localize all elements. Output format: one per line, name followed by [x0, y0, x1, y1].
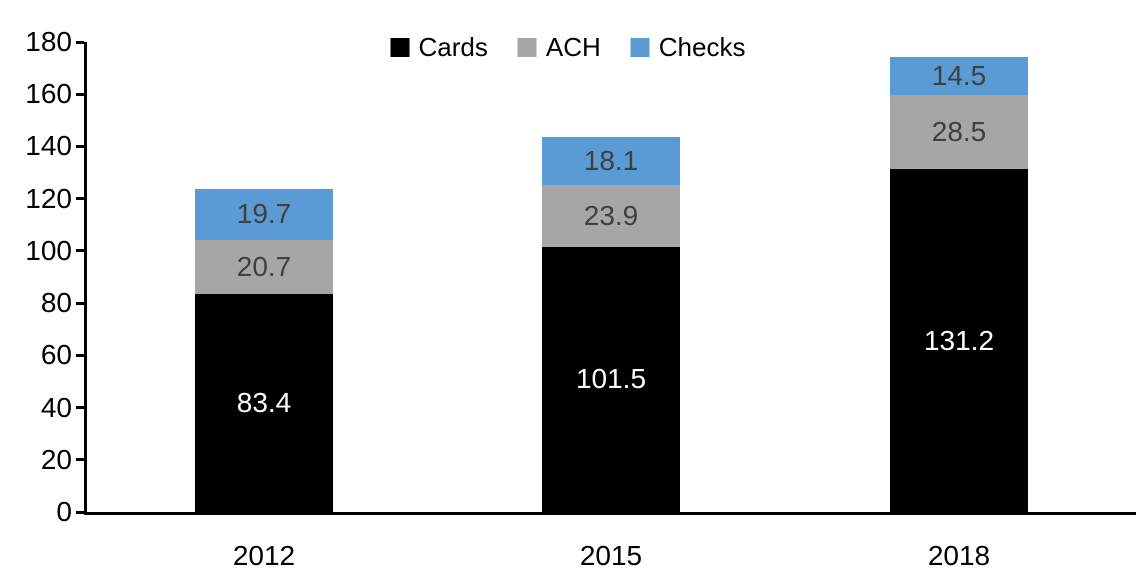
y-axis-tick-label: 120	[25, 182, 72, 214]
y-axis-tick	[76, 510, 84, 514]
bar-segment-value: 23.9	[583, 199, 639, 231]
bar-segment-value: 20.7	[236, 251, 292, 283]
legend-label: ACH	[545, 32, 601, 62]
y-axis-tick	[76, 249, 84, 253]
y-axis-tick-label: 20	[40, 443, 72, 475]
bar-segment-value: 131.2	[923, 324, 995, 356]
x-axis-category-label: 2018	[927, 540, 991, 571]
y-axis-tick	[76, 301, 84, 305]
bar-segment-ach-2012: 20.7	[195, 240, 333, 295]
legend-label: Cards	[418, 32, 488, 62]
y-axis-tick-label: 40	[40, 391, 72, 423]
chart-legend: Cards ACH Checks	[390, 32, 746, 62]
x-axis-line	[84, 512, 1136, 515]
bar-segment-ach-2018: 28.5	[890, 95, 1028, 170]
bar-segment-value: 101.5	[575, 363, 647, 395]
y-axis-tick	[76, 40, 84, 44]
y-axis-tick	[76, 92, 84, 96]
legend-swatch-icon	[517, 37, 537, 57]
y-axis-tick-label: 140	[25, 130, 72, 162]
legend-item-checks: Checks	[630, 32, 746, 62]
y-axis-tick-label: 60	[40, 339, 72, 371]
bar-segment-value: 14.5	[931, 60, 987, 92]
legend-item-cards: Cards	[390, 32, 488, 62]
bar-segment-value: 83.4	[236, 387, 292, 419]
bar-segment-ach-2015: 23.9	[542, 184, 680, 247]
legend-label: Checks	[658, 32, 746, 62]
y-axis-tick-label: 80	[40, 287, 72, 319]
y-axis-line	[84, 42, 87, 515]
bar-segment-value: 18.1	[583, 144, 639, 176]
y-axis-tick	[76, 353, 84, 357]
bar-segment-value: 19.7	[236, 198, 292, 230]
y-axis-tick	[76, 406, 84, 410]
x-axis-category-label: 2012	[232, 540, 296, 571]
bar-segment-checks-2012: 19.7	[195, 188, 333, 241]
legend-swatch-icon	[630, 37, 650, 57]
x-axis-category-label: 2015	[579, 540, 643, 571]
bar-segment-cards-2015: 101.5	[542, 246, 680, 512]
bar-segment-value: 28.5	[931, 116, 987, 148]
y-axis-tick	[76, 197, 84, 201]
bar-segment-checks-2015: 18.1	[542, 137, 680, 185]
y-axis-tick-label: 100	[25, 234, 72, 266]
y-axis-tick-label: 160	[25, 78, 72, 110]
bar-segment-cards-2012: 83.4	[195, 294, 333, 512]
y-axis-tick	[76, 144, 84, 148]
y-axis-tick	[76, 458, 84, 462]
y-axis-tick-label: 180	[25, 26, 72, 57]
legend-item-ach: ACH	[517, 32, 601, 62]
bar-segment-checks-2018: 14.5	[890, 57, 1028, 95]
y-axis-tick-label: 0	[56, 496, 72, 527]
legend-swatch-icon	[390, 37, 410, 57]
bar-segment-cards-2018: 131.2	[890, 169, 1028, 512]
